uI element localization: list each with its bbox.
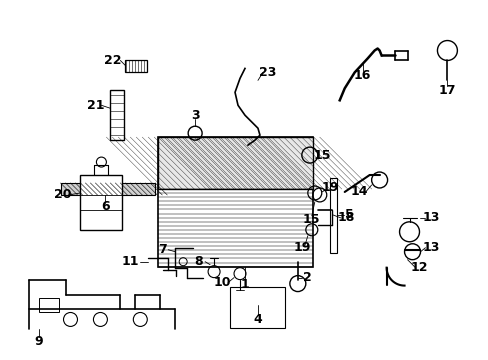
Text: 9: 9 [34,335,43,348]
Bar [158,137,312,189]
Text: 15: 15 [303,213,320,226]
Text: 1: 1 [240,278,249,291]
Text: 8: 8 [193,255,202,268]
Text: 12: 12 [410,261,427,274]
Text: 20: 20 [54,188,71,202]
Bar [229,287,285,328]
Text: 22: 22 [103,54,121,67]
Text: 19: 19 [321,181,338,194]
Text: 7: 7 [158,243,166,256]
Bar [39,298,59,312]
Text: 2: 2 [303,271,311,284]
Text: 10: 10 [213,276,230,289]
Bar [81,175,122,230]
Text: 13: 13 [422,211,439,224]
Text: 18: 18 [337,211,355,224]
Bar [110,90,124,140]
Bar [329,178,336,253]
Text: 6: 6 [101,201,109,213]
Text: 11: 11 [122,255,139,268]
Text: 21: 21 [86,99,104,112]
Text: 5: 5 [345,208,353,221]
Bar [125,60,147,72]
Text: 15: 15 [313,149,331,162]
Text: 19: 19 [292,241,310,254]
Text: 17: 17 [438,84,455,97]
Bar [61,183,155,195]
Bar [158,137,312,267]
Text: 14: 14 [350,185,367,198]
Text: 16: 16 [353,69,370,82]
Text: 4: 4 [253,313,262,326]
Text: 23: 23 [259,66,276,79]
Text: 3: 3 [190,109,199,122]
Text: 13: 13 [422,241,439,254]
